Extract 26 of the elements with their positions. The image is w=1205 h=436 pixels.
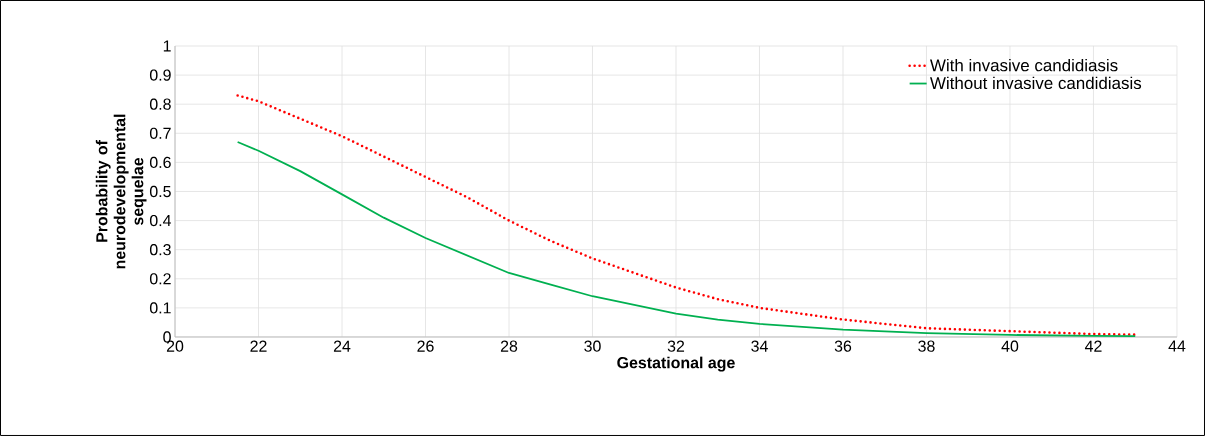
legend-label: With invasive candidiasis [930,58,1118,72]
x-tick-label: 32 [667,340,685,352]
y-tick-label: 0.3 [149,244,171,256]
y-tick-label: 1 [163,40,171,52]
x-tick-label: 40 [1001,340,1019,352]
y-tick-label: 0.9 [149,69,171,81]
x-tick-label: 24 [333,340,351,352]
x-tick-label: 26 [417,340,434,352]
x-tick-label: 34 [751,340,768,352]
y-tick-label: 0.7 [149,127,171,139]
y-tick-label: 0.5 [149,185,171,198]
y-tick-label: 0.8 [149,98,171,110]
y-tick-label: 0.1 [149,302,171,314]
x-tick-label: 28 [500,340,518,352]
x-tick-label: 30 [584,340,601,352]
legend-label: Without invasive candidiasis [930,76,1142,90]
y-tick-label: 0.4 [149,214,172,227]
x-tick-label: 42 [1084,340,1102,352]
x-axis-title: Gestational age [617,356,735,372]
y-tick-label: 0.2 [149,273,171,285]
y-tick-label: 0.6 [149,156,171,169]
x-tick-label: 44 [1168,340,1186,352]
y-axis-title: Probability of neurodevelopmental sequelae [95,114,147,269]
x-tick-label: 38 [918,340,935,352]
x-tick-label: 36 [834,340,852,352]
x-tick-label: 22 [250,340,267,352]
